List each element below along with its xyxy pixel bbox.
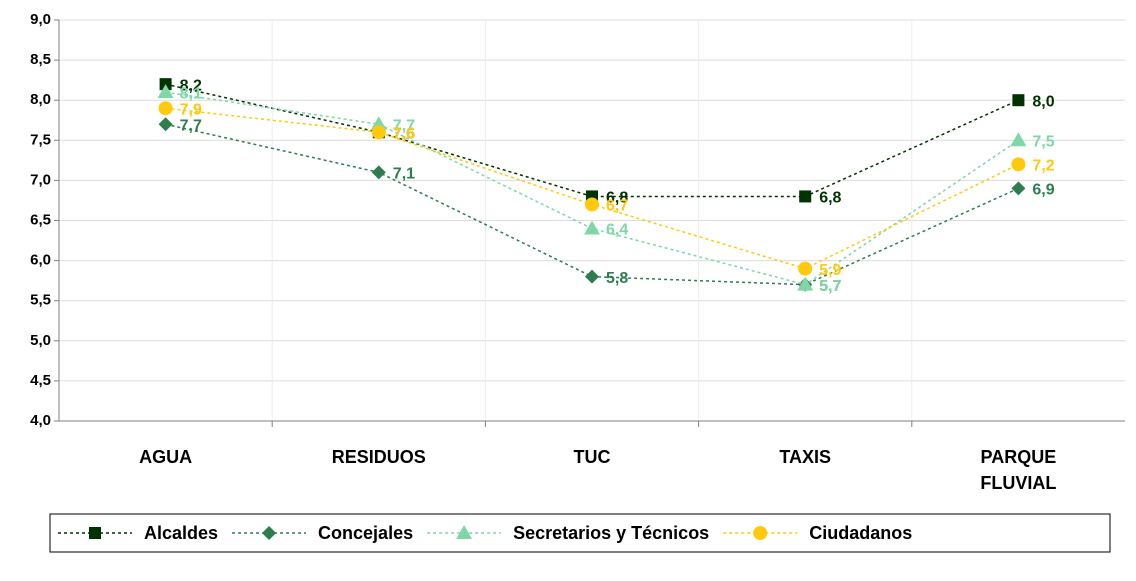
marker: [798, 261, 813, 276]
data-label: 6,8: [819, 190, 841, 207]
series-line: [165, 83, 1019, 198]
y-tick-label: 8,0: [30, 91, 51, 108]
data-label: 5,8: [606, 270, 628, 287]
y-tick-label: 9,0: [30, 11, 51, 28]
series-line: [165, 91, 1019, 286]
marker: [584, 220, 600, 235]
marker: [159, 78, 172, 91]
y-tick-label: 7,0: [30, 171, 51, 188]
data-label: 7,7: [393, 117, 415, 134]
data-label: 8,1: [180, 85, 202, 102]
x-tick-label: PARQUE FLUVIAL: [980, 447, 1057, 493]
data-label: 7,9: [180, 101, 202, 118]
legend-label: Alcaldes: [144, 523, 218, 543]
marker: [753, 526, 768, 540]
y-tick-label: 4,0: [30, 412, 51, 429]
y-tick-label: 5,0: [30, 332, 51, 349]
data-label: 5,9: [819, 262, 841, 279]
legend-label: Concejales: [318, 523, 413, 543]
data-label: 7,6: [393, 125, 415, 142]
series-line: [165, 123, 1019, 286]
x-tick-label: RESIDUOS: [331, 447, 426, 467]
data-label: 5,7: [819, 278, 841, 295]
marker: [1011, 181, 1026, 196]
x-tick-label: AGUA: [139, 447, 193, 467]
y-tick-label: 5,5: [30, 292, 51, 309]
y-tick-label: 8,5: [30, 51, 51, 68]
marker: [158, 101, 173, 116]
y-tick-label: 7,5: [30, 131, 51, 148]
marker: [1012, 94, 1025, 107]
marker: [89, 527, 101, 539]
marker: [585, 197, 599, 212]
marker: [157, 84, 174, 99]
series-line: [165, 107, 1019, 270]
marker: [262, 526, 277, 540]
marker: [158, 117, 173, 132]
x-tick-label: TUC: [573, 447, 611, 467]
y-tick-label: 6,0: [30, 252, 51, 269]
x-tick-label: TAXIS: [779, 447, 832, 467]
y-tick-label: 4,5: [30, 372, 51, 389]
marker: [456, 525, 473, 539]
data-label: 7,1: [393, 166, 415, 183]
data-label: 7,2: [1032, 158, 1054, 175]
data-label: 8,0: [1032, 93, 1054, 110]
data-label: 7,7: [180, 117, 202, 134]
data-label: 6,9: [1032, 182, 1054, 199]
data-label: 6,8: [606, 190, 628, 207]
marker: [797, 276, 814, 291]
data-label: 6,7: [606, 198, 628, 215]
legend-label: Secretarios y Técnicos: [513, 523, 709, 543]
legend-label: Ciudadanos: [809, 523, 912, 543]
data-label: 8,2: [180, 77, 202, 94]
data-label: 5,7: [819, 278, 841, 295]
data-label: 6,4: [606, 222, 628, 239]
marker: [1011, 157, 1026, 172]
marker: [585, 269, 599, 284]
marker: [1010, 132, 1027, 147]
data-label: 7,5: [1032, 134, 1054, 151]
marker: [371, 165, 386, 180]
y-tick-label: 6,5: [30, 211, 51, 228]
legend-box: [49, 513, 1111, 553]
marker: [799, 190, 812, 203]
marker: [371, 125, 386, 140]
